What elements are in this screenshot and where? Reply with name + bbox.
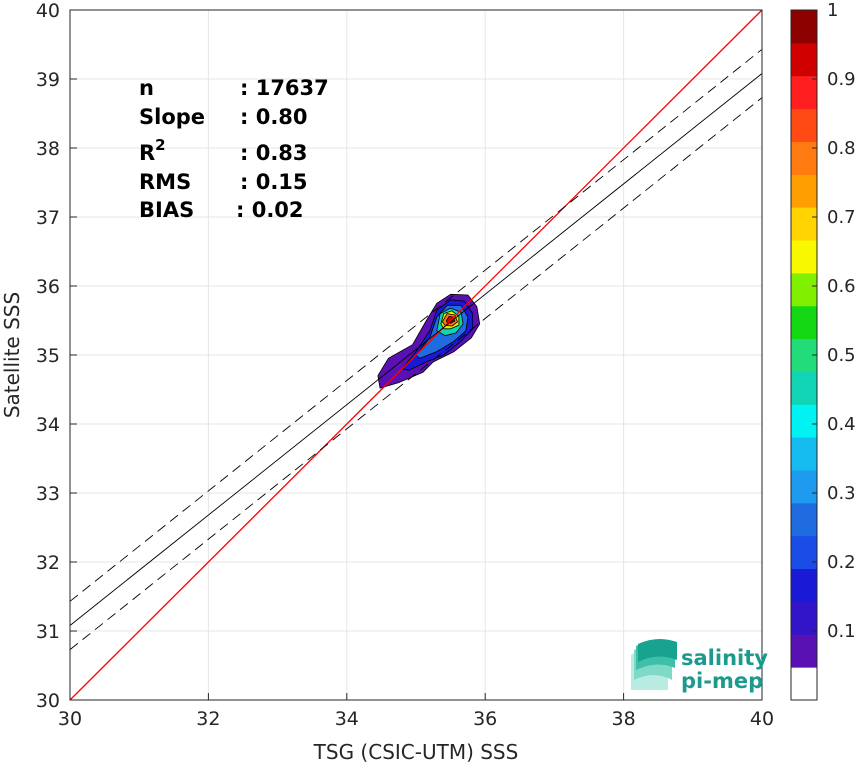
stat-slope-label: Slope [139, 105, 205, 129]
colorbar-segment [791, 75, 817, 110]
x-axis-label: TSG (CSIC-UTM) SSS [313, 740, 519, 764]
colorbar-segment [791, 437, 817, 471]
stat-n-value: : 17637 [240, 76, 329, 100]
colorbar-segment [791, 634, 817, 668]
stat-bias-value: : 0.02 [236, 198, 304, 222]
colorbar-segment [791, 42, 817, 77]
stat-r2-label: R2 [139, 136, 166, 165]
stats-box: n : 17637 Slope : 0.80 R2 : 0.83 RMS : 0… [139, 76, 329, 222]
x-axis: 30 32 34 36 38 40 [58, 693, 774, 730]
colorbar-segment [791, 667, 817, 701]
colorbar-segment [791, 568, 817, 602]
regression-upper-line [69, 48, 763, 602]
y-tick-label: 32 [36, 552, 60, 574]
colorbar-segment [791, 404, 817, 438]
y-axis-label: Satellite SSS [0, 292, 24, 418]
colorbar-segment [791, 207, 817, 241]
y-tick-label: 34 [36, 414, 60, 436]
x-tick-label: 34 [335, 708, 359, 730]
logo-text-line1: salinity [681, 646, 768, 670]
colorbar-segment [791, 601, 817, 635]
y-tick-label: 38 [36, 138, 60, 160]
x-tick-label: 38 [612, 708, 636, 730]
y-tick-label: 36 [36, 276, 60, 298]
x-tick-label: 40 [750, 708, 774, 730]
y-axis: 30 31 32 33 34 35 36 37 38 39 40 [36, 0, 77, 712]
colorbar-tick-label: 1 [827, 0, 838, 21]
colorbar-tick-label: 0.3 [827, 483, 856, 504]
x-tick-label: 36 [473, 708, 497, 730]
colorbar-tick-label: 0.1 [827, 621, 856, 642]
colorbar-tick-label: 0.2 [827, 552, 856, 573]
regression-lower-line [69, 97, 763, 650]
colorbar-segment [791, 502, 817, 537]
colorbar [790, 9, 818, 701]
y-tick-label: 30 [36, 690, 60, 712]
y-tick-label: 31 [36, 621, 60, 643]
colorbar-segment [791, 174, 817, 208]
x-tick-label: 32 [196, 708, 220, 730]
colorbar-segment [791, 240, 817, 274]
reference-lines [69, 9, 763, 701]
colorbar-tick-label: 0.7 [827, 207, 856, 228]
colorbar-segment [791, 10, 817, 44]
identity-line [69, 9, 763, 701]
colorbar-segment [791, 371, 817, 405]
colorbar-tick-label: 0.6 [827, 276, 856, 297]
stat-rms-value: : 0.15 [240, 170, 308, 194]
colorbar-segment [791, 141, 817, 175]
stat-slope-value: : 0.80 [240, 105, 308, 129]
y-tick-label: 40 [36, 0, 60, 22]
colorbar-ticks: 0.1 0.2 0.3 0.4 0.5 0.6 0.7 0.8 0.9 1 [812, 0, 856, 642]
colorbar-tick-label: 0.9 [827, 69, 856, 90]
stat-rms-label: RMS [139, 170, 191, 194]
colorbar-tick-label: 0.8 [827, 138, 856, 159]
salinity-pi-mep-logo: salinity pi-mep [631, 638, 768, 693]
stat-r2-sup: 2 [155, 136, 165, 154]
colorbar-segment [791, 470, 817, 504]
y-tick-label: 37 [36, 207, 60, 229]
stat-bias-label: BIAS [139, 198, 194, 222]
stat-n-label: n [139, 76, 154, 100]
x-tick-label: 30 [58, 708, 82, 730]
y-tick-label: 39 [36, 69, 60, 91]
y-tick-label: 33 [36, 483, 60, 505]
y-tick-label: 35 [36, 345, 60, 367]
logo-wave-icon [631, 638, 677, 690]
stat-r2-base: R [139, 141, 155, 165]
colorbar-tick-label: 0.5 [827, 345, 856, 366]
regression-line [69, 73, 763, 626]
grid [69, 9, 763, 701]
logo-text-line2: pi-mep [681, 669, 763, 693]
colorbar-segment [791, 535, 817, 570]
colorbar-segment [791, 305, 817, 340]
colorbar-segment [791, 108, 817, 142]
stat-r2-value: : 0.83 [240, 141, 308, 165]
colorbar-segment [791, 272, 817, 307]
colorbar-tick-label: 0.4 [827, 414, 856, 435]
